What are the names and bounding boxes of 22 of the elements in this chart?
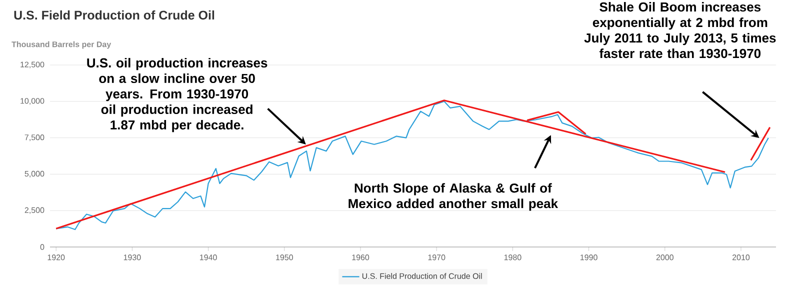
y-tick-label: 0	[40, 244, 44, 250]
x-tick-label: 1930	[124, 254, 141, 260]
x-tick-label: 1920	[48, 254, 65, 260]
annotation: North Slope of Alaska & Gulf of Mexico added another small peak	[348, 183, 558, 211]
y-tick-label: 10,000	[20, 98, 44, 105]
annotation: U.S. oil production increases on a slow incline over 50 years. From 1930-1970 oil production increased 1.87 mbd per decade.	[87, 58, 268, 132]
x-tick-label: 1980	[504, 254, 522, 260]
x-tick-label: 1990	[580, 254, 598, 260]
x-tick-label: 2010	[732, 254, 750, 260]
y-tick-label: 12,500	[20, 62, 44, 68]
chart-title: U.S. Field Production of Crude Oil	[14, 10, 214, 20]
y-tick-label: 2,500	[24, 207, 44, 214]
x-tick-label: 2000	[656, 254, 674, 260]
x-tick-label: 1970	[428, 254, 446, 260]
legend-label: U.S. Field Production of Crude Oil	[362, 273, 482, 279]
text: Shale Oil Boom increases exponentially at 2 mbd from July 2011 to July 2013, 5 times faster rate than 1930-1970	[584, 2, 776, 58]
y-tick-label: 5,000	[24, 170, 44, 178]
y-axis-title: Thousand Barrels per Day	[12, 41, 112, 49]
y-tick-label: 7,500	[24, 134, 44, 142]
x-tick-label: 1950	[276, 254, 293, 260]
x-tick-label: 1940	[200, 254, 217, 260]
x-tick-label: 1960	[352, 254, 370, 260]
